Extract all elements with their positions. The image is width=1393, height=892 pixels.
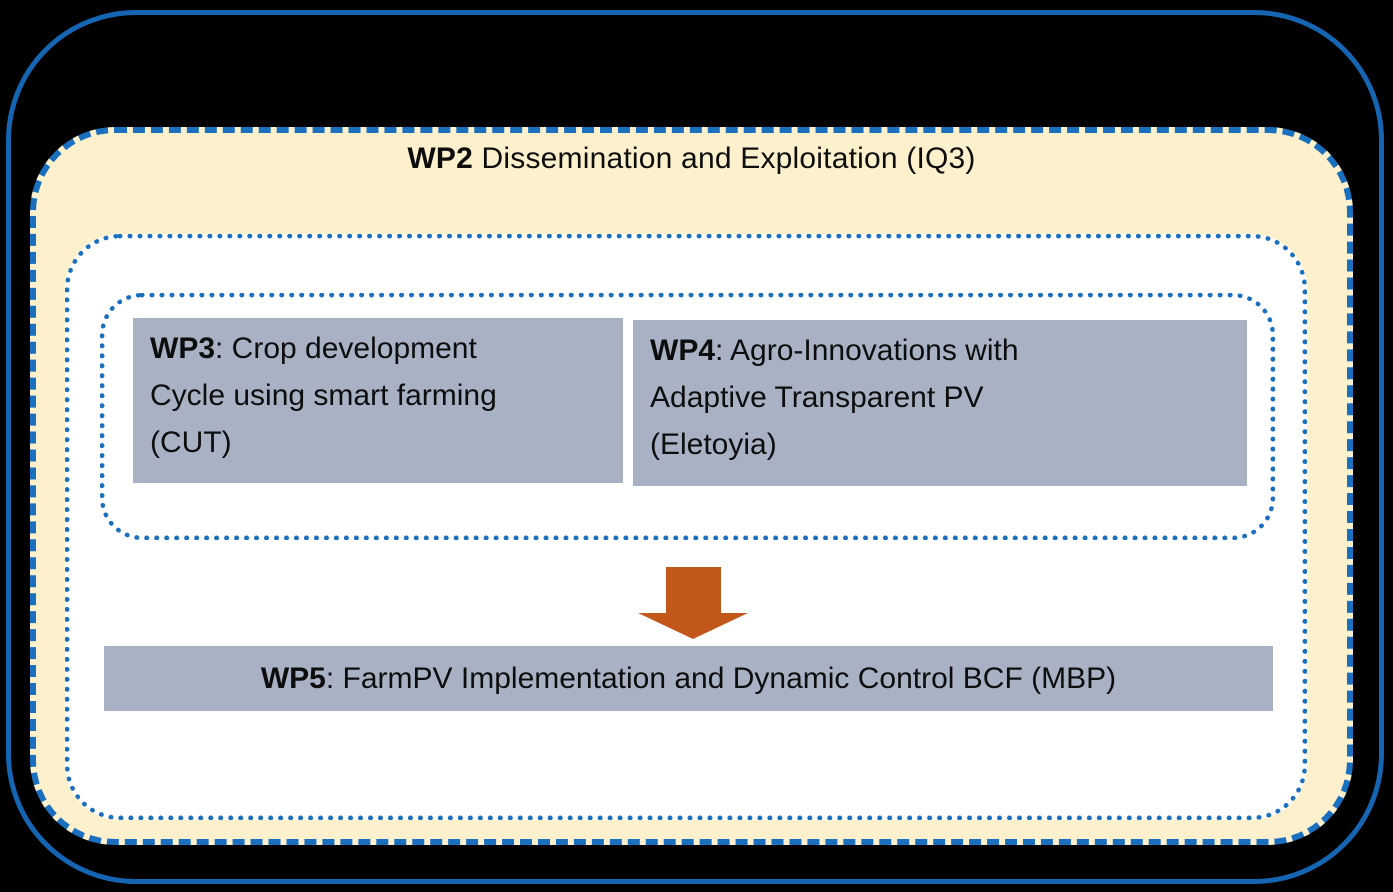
wp3-wp4-group: WP3: Crop development Cycle using smart f… — [100, 293, 1275, 540]
label-line: (CUT) — [150, 426, 232, 459]
outer-project-frame: WP2 Dissemination and Exploitation (IQ3)… — [6, 10, 1384, 884]
label-line: WP2 Dissemination and Exploitation (IQ3) — [407, 142, 976, 175]
wp2-container: WP2 Dissemination and Exploitation (IQ3)… — [30, 127, 1353, 845]
label-line: Cycle using smart farming — [150, 379, 497, 412]
label-line: WP5: FarmPV Implementation and Dynamic C… — [260, 662, 1117, 695]
wp3-box: WP3: Crop development Cycle using smart f… — [133, 318, 623, 483]
label-line: Adaptive Transparent PV — [650, 381, 984, 414]
down-arrow-icon — [638, 567, 748, 639]
wp5-box: WP5: FarmPV Implementation and Dynamic C… — [104, 646, 1273, 711]
down-arrow-stem — [665, 567, 721, 613]
label-line: WP4: Agro-Innovations with — [650, 334, 1019, 367]
down-arrow-head — [638, 613, 748, 639]
wp2-inner-panel: WP3: Crop development Cycle using smart f… — [65, 234, 1307, 820]
label-line: (Eletoyia) — [650, 428, 777, 461]
wp4-box: WP4: Agro-Innovations with Adaptive Trans… — [633, 320, 1247, 486]
wp2-title: WP2 Dissemination and Exploitation (IQ3) — [36, 138, 1347, 180]
label-line: WP3: Crop development — [150, 332, 477, 365]
